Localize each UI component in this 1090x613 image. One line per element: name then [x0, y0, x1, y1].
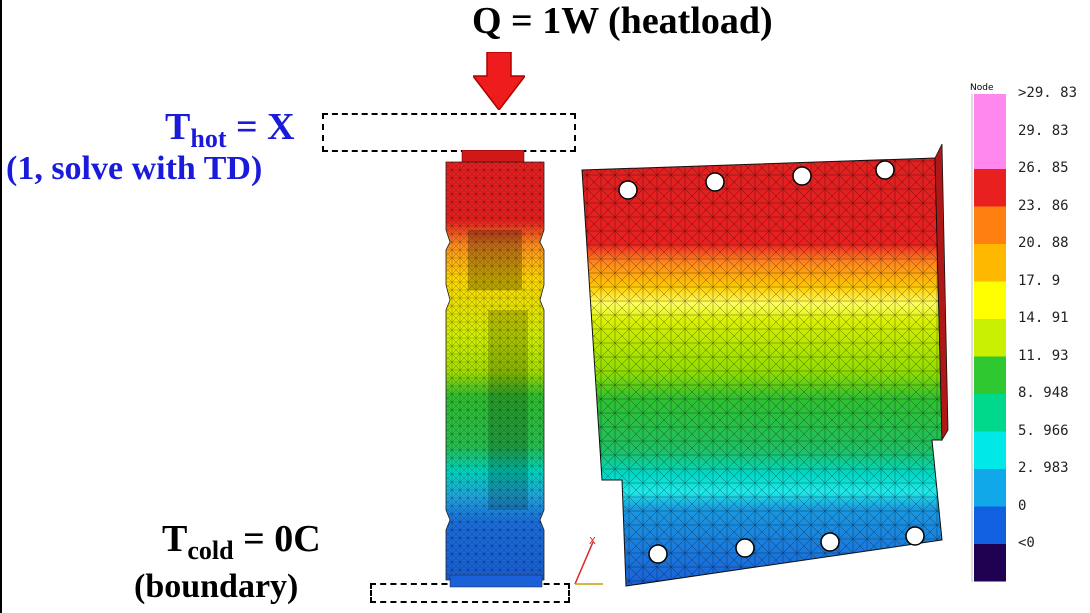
column-fem-model	[445, 150, 545, 588]
heatload-label: Q = 1W (heatload)	[472, 0, 773, 42]
cold-note: (boundary)	[134, 568, 299, 605]
hot-value: = X	[226, 106, 295, 148]
legend-label: 11. 93	[1018, 347, 1069, 364]
legend-label: 29. 83	[1018, 122, 1069, 139]
cold-t: T	[162, 518, 188, 560]
heatload-arrow-icon	[473, 52, 525, 110]
legend-label: 5. 966	[1018, 422, 1069, 439]
legend-swatch	[974, 469, 1006, 507]
legend-swatch	[974, 431, 1006, 469]
legend-label: 23. 86	[1018, 197, 1069, 214]
legend-swatch	[974, 206, 1006, 244]
legend-swatch	[974, 94, 1006, 132]
legend-label: 26. 85	[1018, 160, 1069, 176]
cold-temperature-label: Tcold = 0C	[162, 520, 321, 564]
hot-note: (1, solve with TD)	[6, 150, 263, 187]
left-border-line	[0, 0, 2, 613]
hot-boundary-box	[322, 113, 576, 152]
legend-swatch	[974, 394, 1006, 432]
cold-value: = 0C	[233, 518, 321, 560]
color-legend	[971, 94, 1006, 582]
hot-t: T	[165, 106, 191, 148]
plate-fem-model	[581, 143, 949, 587]
legend-swatch	[974, 506, 1006, 544]
legend-title: Node	[970, 83, 994, 93]
legend-label: <0	[1018, 535, 1035, 551]
cold-subscript: cold	[187, 536, 234, 565]
hot-subscript: hot	[190, 124, 227, 153]
legend-label: >29. 83	[1018, 85, 1078, 101]
legend-swatch	[974, 356, 1006, 394]
legend-swatch	[974, 169, 1006, 207]
legend-label: 2. 983	[1018, 460, 1069, 476]
legend-swatch	[974, 544, 1006, 582]
legend-label: 20. 88	[1018, 235, 1069, 251]
hot-temperature-label: Thot = X	[165, 108, 295, 152]
legend-swatch	[974, 281, 1006, 319]
coordinate-triad-icon: X	[574, 536, 603, 585]
legend-label: 0	[1018, 497, 1027, 514]
legend-label: 17. 9	[1018, 272, 1061, 289]
legend-swatch	[974, 244, 1006, 282]
legend-swatch	[974, 131, 1006, 169]
legend-label: 8. 948	[1018, 385, 1069, 401]
svg-text:X: X	[589, 536, 596, 547]
legend-swatch	[974, 319, 1006, 357]
legend-label: 14. 91	[1018, 310, 1069, 326]
